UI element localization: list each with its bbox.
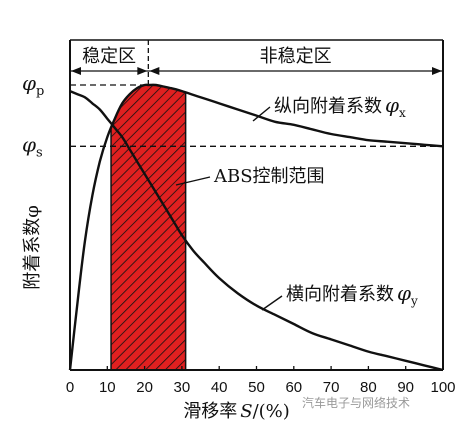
x-tick-label-20: 20	[136, 379, 153, 396]
series-line-lateral	[69, 89, 444, 372]
x-tick-label-60: 60	[285, 379, 302, 396]
region-unstable-label: 非稳定区	[260, 46, 332, 67]
x-axis-label: 滑移率 S/(%)	[183, 401, 290, 422]
x-tick-label-50: 50	[248, 379, 265, 396]
watermark: 汽车电子与网络技术	[302, 396, 411, 410]
x-tick-label-40: 40	[211, 379, 228, 396]
y-tick-label-phi-p: φp	[22, 71, 44, 99]
series-label-leader-lateral	[261, 295, 283, 311]
arrowhead-right-unstable	[432, 67, 442, 75]
series-line-longitudinal	[68, 83, 444, 371]
arrowhead-left-stable	[71, 67, 81, 75]
x-tick-label-80: 80	[360, 379, 377, 396]
series-label-lateral: 横向附着系数 φy	[286, 281, 418, 308]
y-tick-label-phi-s: φs	[22, 132, 43, 160]
y-axis-label: 附着系数φ	[22, 205, 43, 290]
series-label-leader-longitudinal	[252, 106, 271, 122]
x-tick-label-30: 30	[174, 379, 191, 396]
series-label-longitudinal: 纵向附着系数 φx	[274, 93, 406, 120]
x-tick-label-100: 100	[430, 379, 455, 396]
x-tick-label-90: 90	[397, 379, 414, 396]
abs-band-leader	[175, 176, 211, 186]
abs-hatched-band	[111, 84, 186, 370]
arrowhead-left-unstable	[149, 67, 160, 75]
region-indicator: 稳定区 非稳定区	[69, 39, 444, 370]
x-tick-label-0: 0	[66, 379, 74, 396]
x-tick-label-70: 70	[323, 379, 340, 396]
abs-band-label: ABS控制范围	[213, 166, 325, 187]
region-stable-label: 稳定区	[82, 46, 136, 67]
arrowhead-right-stable	[137, 67, 148, 75]
x-ticks: 0 10 20 30 40 50 60 70 80 90 100	[66, 366, 456, 396]
x-tick-label-10: 10	[99, 379, 116, 396]
abs-band	[111, 84, 186, 370]
